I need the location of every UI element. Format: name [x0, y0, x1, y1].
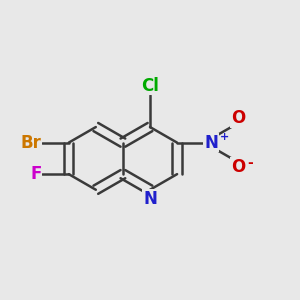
Text: Cl: Cl	[141, 76, 159, 94]
Text: N: N	[143, 190, 157, 208]
Text: F: F	[30, 165, 42, 183]
Text: O: O	[231, 158, 245, 176]
Text: O: O	[231, 109, 245, 127]
Text: +: +	[220, 132, 229, 142]
Text: -: -	[248, 156, 253, 170]
Text: Br: Br	[21, 134, 42, 152]
Text: N: N	[204, 134, 218, 152]
